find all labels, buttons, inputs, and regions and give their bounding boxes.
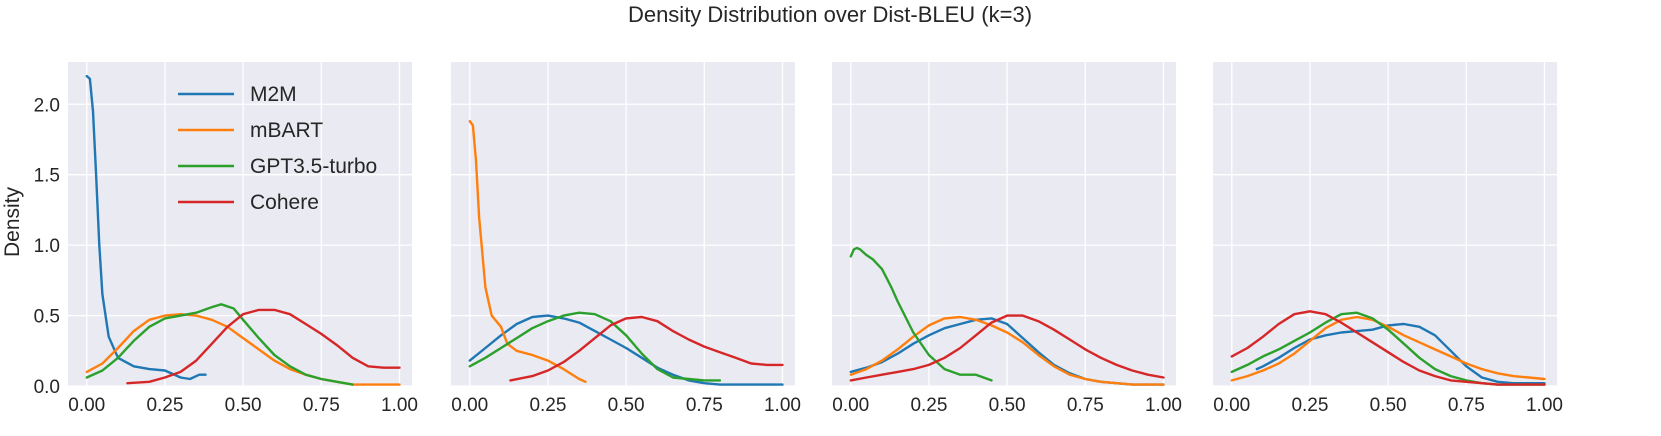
y-tick-label: 1.0 <box>34 236 60 257</box>
x-tick-label: 0.00 <box>451 395 488 416</box>
x-tick-label: 0.75 <box>1067 395 1104 416</box>
y-tick-label: 0.0 <box>34 377 60 398</box>
y-tick-label: 2.0 <box>34 95 60 116</box>
x-tick-label: 0.00 <box>68 395 105 416</box>
chart-title: Density Distribution over Dist-BLEU (k=3… <box>628 2 1032 27</box>
x-tick-label: 0.75 <box>686 395 723 416</box>
series-line-mbart <box>849 315 1165 386</box>
x-tick-label: 0.75 <box>1448 395 1485 416</box>
panel-2: 0.00 0.25 0.50 0.75 1.00 <box>451 62 801 416</box>
series-line-gpt3-5-turbo <box>468 311 722 382</box>
x-tick-label: 1.00 <box>1526 395 1563 416</box>
series-line-cohere <box>849 314 1165 382</box>
series-line-gpt3-5-turbo <box>85 303 354 386</box>
x-tick-label: 0.25 <box>529 395 566 416</box>
x-tick-label: 0.25 <box>146 395 183 416</box>
x-tick-label: 0.50 <box>608 395 645 416</box>
y-tick-label: 0.5 <box>34 307 60 328</box>
panel-background <box>451 62 795 386</box>
panel-1: 0.00 0.25 0.50 0.75 1.00 0.0 0.5 1.0 1.5 2.0 <box>34 62 418 416</box>
panel-4: 0.00 0.25 0.50 0.75 1.00 <box>1213 62 1563 416</box>
series-line-mbart <box>468 119 587 383</box>
x-tick-label: 0.50 <box>225 395 262 416</box>
x-tick-label: 0.25 <box>910 395 947 416</box>
series-line-m2m <box>1255 322 1546 385</box>
panel-background <box>68 62 412 386</box>
y-tick-label: 1.5 <box>34 166 60 187</box>
x-tick-label: 1.00 <box>381 395 418 416</box>
x-tick-label: 0.00 <box>832 395 869 416</box>
legend-label: mBART <box>250 119 323 142</box>
x-tick-label: 1.00 <box>1145 395 1182 416</box>
x-tick-label: 0.25 <box>1291 395 1328 416</box>
series-line-cohere <box>509 315 784 382</box>
plot-area: 0.00 0.25 0.50 0.75 1.000.00.51.01.52.00.00 0… <box>34 62 1563 416</box>
x-tick-label: 0.75 <box>303 395 340 416</box>
series-line-gpt3-5-turbo <box>849 246 993 382</box>
x-tick-label: 0.50 <box>989 395 1026 416</box>
legend-label: M2M <box>250 83 297 106</box>
panel-3: 0.00 0.25 0.50 0.75 1.00 <box>832 62 1182 416</box>
x-tick-label: 0.50 <box>1370 395 1407 416</box>
x-tick-label: 0.00 <box>1213 395 1250 416</box>
legend: M2M mBART GPT3.5-turbo Cohere <box>178 83 377 214</box>
x-tick-label: 1.00 <box>764 395 801 416</box>
legend-label: Cohere <box>250 191 319 214</box>
legend-label: GPT3.5-turbo <box>250 155 377 178</box>
y-axis-label: Density <box>1 186 24 257</box>
series-line-cohere <box>126 308 401 385</box>
panel-background <box>832 62 1176 386</box>
panel-background <box>1213 62 1557 386</box>
series-line-m2m <box>468 314 784 386</box>
series-line-cohere <box>1230 310 1546 386</box>
series-line-mbart <box>1230 315 1546 382</box>
